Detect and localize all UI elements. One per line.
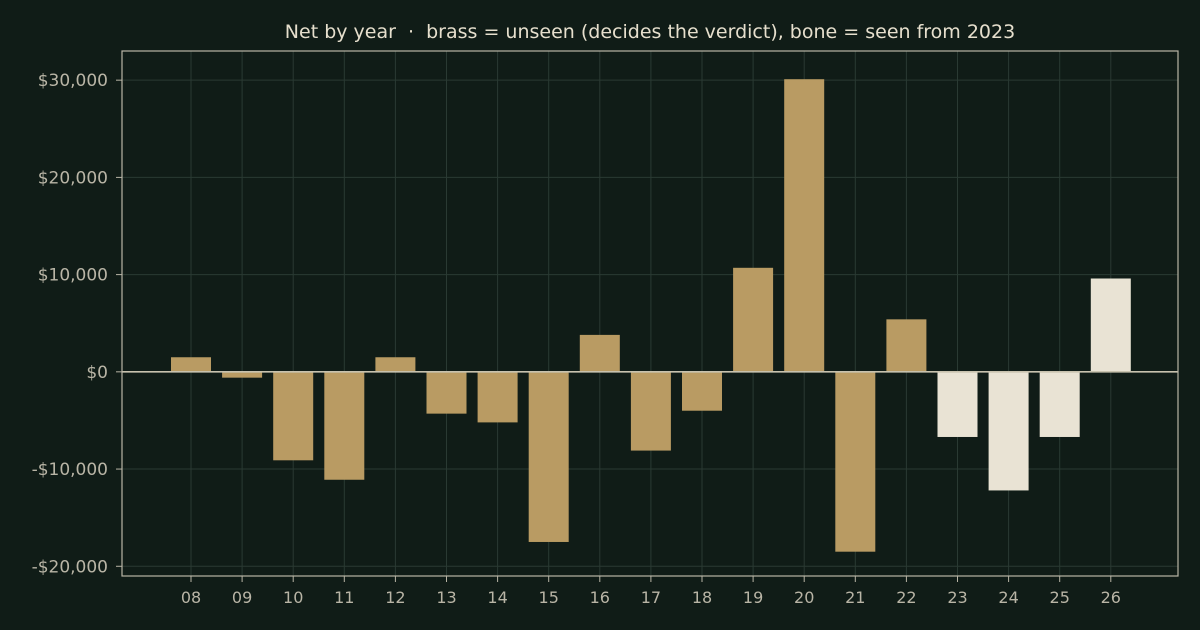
bar-unseen	[477, 371, 518, 423]
x-tick-label: 18	[692, 588, 712, 607]
bar-seen	[937, 371, 978, 437]
bar-unseen	[579, 334, 620, 372]
x-tick-label: 23	[947, 588, 967, 607]
x-tick-label: 10	[283, 588, 303, 607]
x-tick-label: 21	[845, 588, 865, 607]
bar-unseen	[886, 319, 927, 372]
bar-unseen	[682, 371, 722, 411]
bar-unseen	[171, 357, 211, 372]
bar-unseen	[630, 371, 671, 451]
x-tick-label: 22	[896, 588, 916, 607]
y-tick-label: $10,000	[38, 266, 108, 286]
x-tick-label: 13	[436, 588, 456, 607]
y-tick-label: $0	[86, 363, 108, 383]
bars	[171, 79, 1131, 552]
bar-unseen	[375, 357, 416, 372]
x-tick-label: 15	[539, 588, 559, 607]
x-tick-label: 19	[743, 588, 763, 607]
x-tick-label: 26	[1101, 588, 1121, 607]
bar-unseen	[835, 371, 876, 552]
x-tick-label: 16	[590, 588, 610, 607]
plot-frame	[121, 50, 1179, 577]
x-tick-label: 11	[334, 588, 354, 607]
bar-seen	[1090, 278, 1131, 372]
bar-unseen	[222, 371, 263, 378]
x-tick-label: 09	[232, 588, 252, 607]
x-tick-label: 25	[1050, 588, 1070, 607]
chart-title: Net by year · brass = unseen (decides th…	[285, 21, 1015, 43]
axes: -$20,000 -$10,000 $0 $10,000 $20,000 $30,000 0…	[32, 50, 1179, 607]
bar-seen	[988, 371, 1029, 491]
x-tick-label: 20	[794, 588, 814, 607]
bar-unseen	[426, 371, 467, 414]
bar-unseen	[324, 371, 365, 480]
bar-seen	[1039, 371, 1080, 437]
y-tick-label: $20,000	[38, 168, 108, 188]
bar-unseen	[784, 79, 825, 372]
y-tick-label: -$20,000	[32, 557, 108, 577]
x-tick-label: 12	[385, 588, 405, 607]
y-tick-label: -$10,000	[32, 460, 108, 480]
bar-unseen	[528, 371, 569, 542]
x-tick-label: 08	[181, 588, 201, 607]
bar-unseen	[273, 371, 314, 461]
x-tick-label: 17	[641, 588, 661, 607]
x-tick-label: 14	[487, 588, 507, 607]
bar-unseen	[733, 267, 774, 372]
x-tick-label: 24	[998, 588, 1018, 607]
y-tick-label: $30,000	[38, 71, 108, 91]
